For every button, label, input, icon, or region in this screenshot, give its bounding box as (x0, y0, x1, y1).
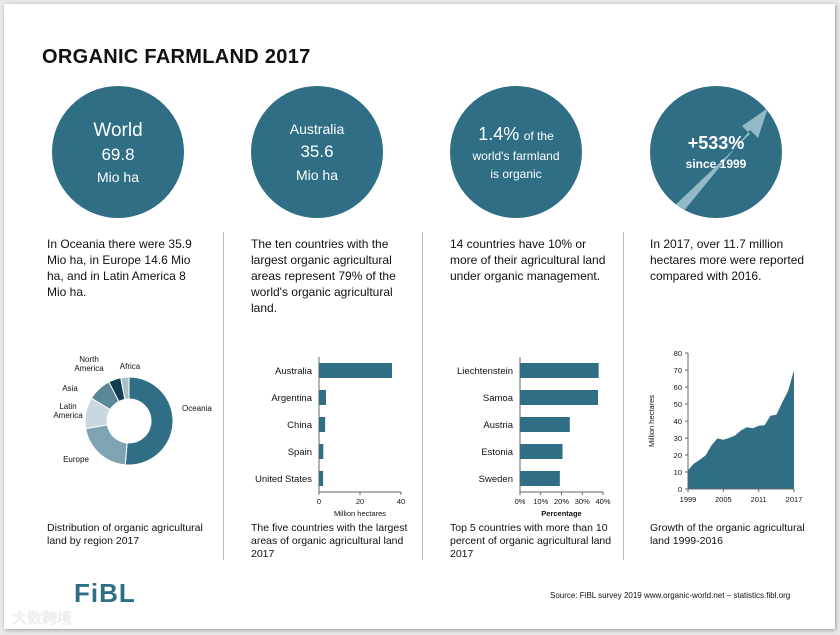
description-2: The ten countries with the largest organ… (251, 237, 396, 315)
bar (319, 417, 326, 432)
caption-3: Top 5 countries with more than 10 percen… (450, 522, 612, 560)
y-tick-label: 20 (674, 451, 682, 460)
bar (319, 471, 324, 486)
top-area-bar-chart: Australia Argentina China Spain United State… (255, 357, 405, 518)
y-tick-label: 50 (674, 400, 682, 409)
top-share-bar-chart: Liechtenstein Samoa Austria Estonia Sweden 0%… (457, 357, 611, 518)
bar-label: Sweden (479, 474, 513, 485)
source-note: Source: FiBL survey 2019 www.organic-wor… (550, 591, 791, 600)
area-series (688, 370, 794, 489)
donut-slice (120, 376, 130, 400)
growth-circle: +533% since 1999 (650, 86, 782, 218)
bar-label: Liechtenstein (457, 366, 513, 377)
bar-label: China (287, 420, 313, 431)
world-unit: Mio ha (96, 168, 140, 185)
donut-label: North America (74, 355, 104, 373)
caption-2: The five countries with the largest area… (251, 522, 408, 560)
bar (319, 390, 326, 405)
bar (520, 417, 570, 432)
australia-unit: Mio ha (295, 167, 339, 183)
fibl-logo: FiBL (74, 578, 136, 608)
share-circle: 1.4% of the world's farmland is organic (450, 86, 582, 218)
description-4: In 2017, over 11.7 million hectares more… (650, 237, 805, 283)
x-tick-label: 20 (356, 497, 364, 506)
description-3: 14 countries have 10% or more of their a… (450, 237, 606, 283)
y-tick-label: 80 (674, 349, 682, 358)
bar (319, 444, 324, 459)
watermark: 大数跨境 (12, 610, 73, 627)
x-axis-label: Percentage (541, 509, 581, 518)
growth-value: +533% (687, 133, 745, 153)
world-circle: World 69.8 Mio ha (52, 86, 184, 218)
bar (520, 471, 560, 486)
world-value: 69.8 (101, 144, 135, 164)
share-of: of the (523, 128, 554, 143)
bar-label: Estonia (481, 447, 513, 458)
x-tick-label: 2017 (786, 495, 803, 504)
growth-since: since 1999 (685, 157, 747, 171)
growth-arrow-icon (670, 108, 768, 218)
y-tick-label: 10 (674, 468, 682, 477)
x-tick-label: 20% (554, 497, 569, 506)
share-line2: world's farmland (472, 148, 560, 163)
caption-1: Distribution of organic agricultural lan… (47, 522, 203, 547)
y-tick-label: 60 (674, 383, 682, 392)
x-tick-label: 30% (575, 497, 590, 506)
x-axis-label: Million hectares (334, 509, 386, 518)
donut-label: Oceania (182, 404, 212, 413)
bar-label: Spain (288, 447, 312, 458)
world-label: World (93, 119, 143, 141)
bar (520, 444, 563, 459)
x-tick-label: 2011 (751, 495, 767, 504)
x-tick-label: 1999 (680, 495, 697, 504)
y-tick-label: 0 (678, 485, 682, 494)
y-tick-label: 40 (674, 417, 682, 426)
x-tick-label: 40 (397, 497, 405, 506)
donut-slice (124, 376, 174, 466)
page-title: ORGANIC FARMLAND 2017 (42, 46, 311, 68)
description-1: In Oceania there were 35.9 Mio ha, in Eu… (47, 237, 192, 299)
bar-label: United States (255, 474, 312, 485)
growth-area-chart: 0 10 20 30 40 50 60 70 80 1999 2005 2011 2017 Million… (647, 349, 803, 504)
column-divider (422, 232, 423, 560)
australia-value: 35.6 (300, 142, 334, 161)
share-value: 1.4% (478, 123, 520, 144)
y-tick-label: 70 (674, 366, 682, 375)
donut-label: Africa (120, 362, 141, 371)
donut-label: Europe (63, 455, 89, 464)
column-divider (223, 232, 224, 560)
share-line3: is organic (490, 166, 542, 181)
y-tick-label: 30 (674, 434, 682, 443)
x-tick-label: 10% (533, 497, 548, 506)
bar (319, 363, 392, 378)
donut-label: Latin America (53, 402, 83, 420)
x-tick-label: 0% (515, 497, 526, 506)
bar-label: Australia (275, 366, 313, 377)
y-axis-label: Million hectares (647, 395, 656, 447)
bar (520, 390, 599, 405)
x-tick-label: 0 (317, 497, 321, 506)
bar (520, 363, 599, 378)
donut-slice (85, 424, 128, 466)
bar-label: Argentina (271, 393, 312, 404)
x-tick-label: 40% (595, 497, 610, 506)
slide: ORGANIC FARMLAND 2017 World 69.8 Mio ha … (4, 4, 835, 629)
donut-label: Asia (62, 384, 78, 393)
bar-label: Austria (483, 420, 513, 431)
column-divider (623, 232, 624, 560)
donut-chart: Oceania Europe Latin America Asia North Americ… (53, 355, 212, 466)
x-tick-label: 2005 (715, 495, 732, 504)
caption-4: Growth of the organic agricultural land … (650, 522, 805, 547)
australia-label: Australia (289, 121, 345, 137)
australia-circle: Australia 35.6 Mio ha (251, 86, 383, 218)
bar-label: Samoa (483, 393, 514, 404)
